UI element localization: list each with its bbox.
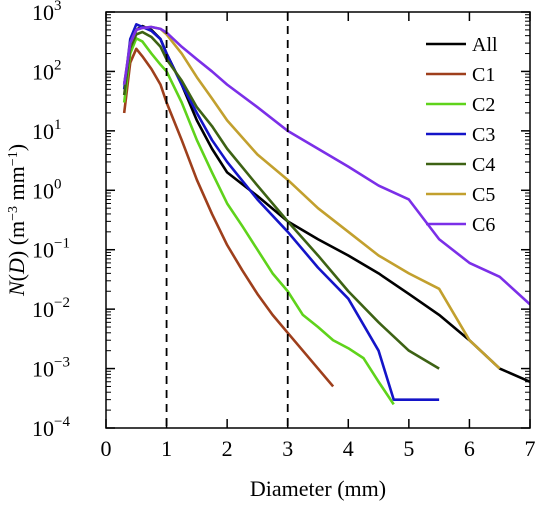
x-tick-label: 7 <box>525 436 536 461</box>
y-label-unit-a: m <box>4 221 29 238</box>
reference-lines <box>165 12 289 428</box>
y-tick-label: 101 <box>32 117 62 144</box>
y-label-d: D <box>4 258 29 275</box>
x-tick-label: 2 <box>222 436 233 461</box>
series-layer <box>122 23 530 406</box>
y-tick-label: 100 <box>32 176 62 203</box>
y-label-n: N <box>4 280 29 297</box>
y-tick-label: 102 <box>32 57 62 84</box>
y-tick-label: 10−1 <box>32 236 70 263</box>
y-label-close: ) ( <box>4 238 29 258</box>
legend-label-c1: C1 <box>472 64 495 86</box>
legend-label-c5: C5 <box>472 184 495 206</box>
series-line-c2 <box>122 37 395 406</box>
series-line-c1 <box>122 47 335 388</box>
series-line-c4 <box>122 30 440 370</box>
y-label-open: ( <box>4 274 29 281</box>
y-label-exp-a: −3 <box>6 206 21 221</box>
y-label-unit-b: mm <box>4 166 29 206</box>
y-tick-label: 103 <box>32 0 62 25</box>
y-tick-label: 10−3 <box>32 355 70 382</box>
series-line-all <box>122 24 530 383</box>
series-line-c6 <box>122 25 530 306</box>
legend: All C1 C2 C3 C4 C5 C6 <box>426 34 498 236</box>
x-tick-label: 6 <box>464 436 475 461</box>
x-tick-label: 3 <box>282 436 293 461</box>
x-tick-label: 1 <box>161 436 172 461</box>
y-tick-label: 10−2 <box>32 295 70 322</box>
axis-ticks: 0 1 2 3 4 5 6 7 103 102 101 100 10−1 10−2 10−3 10−4 <box>32 0 536 461</box>
legend-label-c6: C6 <box>472 214 495 236</box>
y-label-exp-b: −1 <box>6 151 21 166</box>
legend-label-c2: C2 <box>472 94 495 116</box>
x-tick-label: 4 <box>343 436 354 461</box>
plot-frame <box>105 11 531 429</box>
y-label-end: ) <box>4 144 29 151</box>
legend-label-all: All <box>472 34 498 56</box>
legend-label-c4: C4 <box>472 154 495 176</box>
legend-label-c3: C3 <box>472 124 495 146</box>
x-axis-label: Diameter (mm) <box>250 476 386 501</box>
x-tick-label: 0 <box>101 436 112 461</box>
x-tick-label: 5 <box>403 436 414 461</box>
y-axis-label: N(D) (m−3 mm−1) <box>4 144 29 297</box>
y-tick-label: 10−4 <box>32 414 70 441</box>
